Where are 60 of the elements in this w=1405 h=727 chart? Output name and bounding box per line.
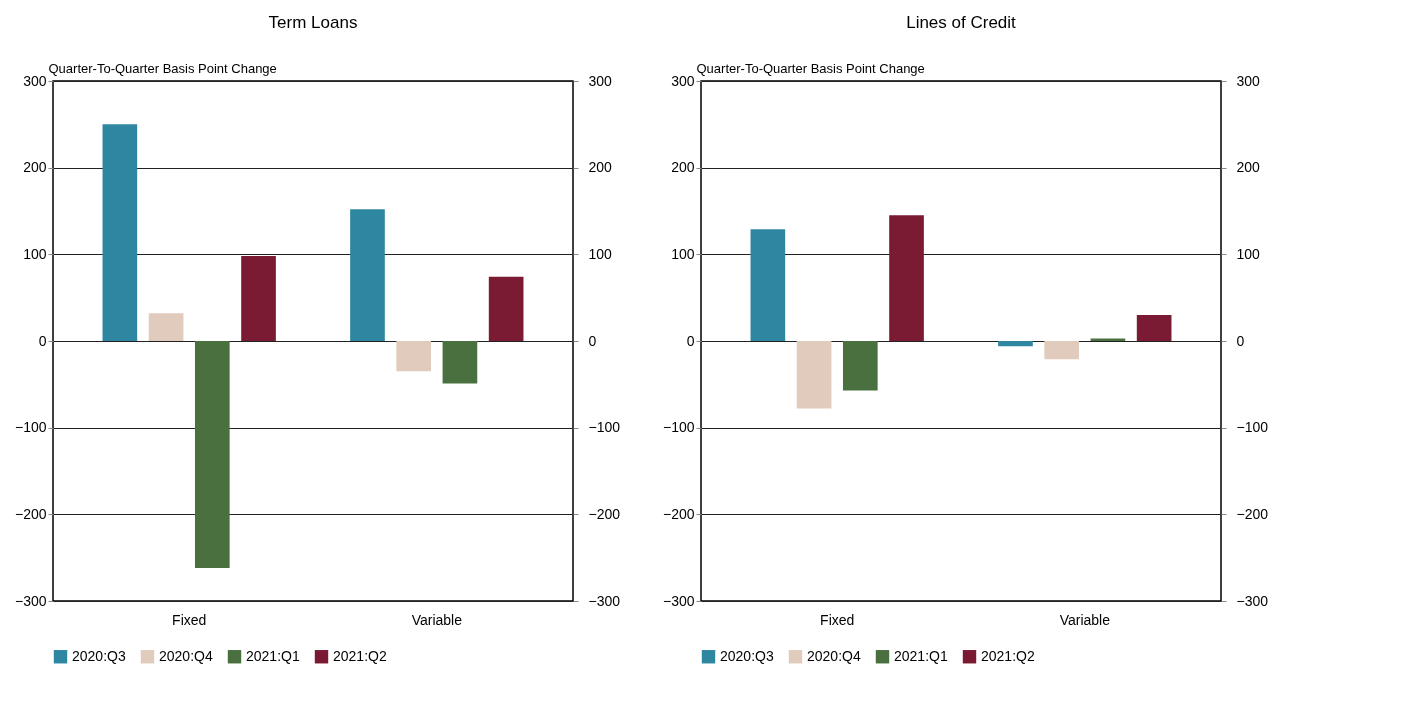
legend-label: 2021:Q2 <box>981 647 1035 664</box>
bar <box>750 229 786 341</box>
y-tick-label: −100 <box>14 419 47 436</box>
y2-tick-label: −100 <box>1236 419 1269 436</box>
y-tick-label: −300 <box>662 592 695 609</box>
legend-label: 2020:Q3 <box>72 647 126 664</box>
x-tick-label: Variable <box>411 611 463 628</box>
y-axis-title: Quarter-To-Quarter Basis Point Change <box>48 60 277 76</box>
bar <box>194 341 230 569</box>
legend-label: 2021:Q1 <box>894 647 948 664</box>
legend-label: 2020:Q3 <box>720 647 774 664</box>
y2-tick-label: −300 <box>588 592 621 609</box>
chart-title: Lines of Credit <box>906 13 1017 32</box>
y-tick-label: 100 <box>23 245 47 262</box>
bar <box>442 341 478 384</box>
bar <box>148 313 184 341</box>
y-tick-label: −200 <box>14 505 47 522</box>
y2-tick-label: 0 <box>588 332 597 349</box>
x-tick-label: Fixed <box>172 611 207 628</box>
y-axis-title: Quarter-To-Quarter Basis Point Change <box>696 60 925 76</box>
legend-label: 2020:Q4 <box>807 647 861 664</box>
bar <box>842 341 878 391</box>
bar <box>1136 315 1172 341</box>
y2-tick-label: 0 <box>1236 332 1245 349</box>
y2-tick-label: 300 <box>1236 72 1261 89</box>
bar <box>241 256 276 341</box>
bar <box>998 341 1033 347</box>
y2-tick-label: 200 <box>1236 159 1261 176</box>
bar <box>488 276 524 341</box>
y-tick-label: 0 <box>38 332 47 349</box>
bar <box>796 341 832 409</box>
y2-tick-label: 200 <box>588 159 613 176</box>
y-tick-label: −200 <box>662 505 695 522</box>
y2-tick-label: −300 <box>1236 592 1269 609</box>
y-tick-label: 200 <box>671 159 695 176</box>
bar <box>350 209 385 341</box>
y-tick-label: 200 <box>23 159 47 176</box>
y-tick-label: 300 <box>23 72 47 89</box>
legend-label: 2021:Q1 <box>246 647 300 664</box>
y-tick-label: −300 <box>14 592 47 609</box>
y-tick-label: 300 <box>671 72 695 89</box>
y-tick-label: 100 <box>671 245 695 262</box>
bar <box>396 341 432 372</box>
bar <box>1090 338 1126 341</box>
bar <box>102 124 138 341</box>
y2-tick-label: 100 <box>588 245 613 262</box>
bar <box>889 215 924 341</box>
y2-tick-label: 300 <box>588 72 613 89</box>
y2-tick-label: −200 <box>588 505 621 522</box>
y2-tick-label: −100 <box>588 419 621 436</box>
y2-tick-label: −200 <box>1236 505 1269 522</box>
legend-label: 2020:Q4 <box>159 647 213 664</box>
y-tick-label: −100 <box>662 419 695 436</box>
y-tick-label: 0 <box>686 332 695 349</box>
bar <box>1044 341 1080 360</box>
x-tick-label: Variable <box>1059 611 1111 628</box>
legend-label: 2021:Q2 <box>333 647 387 664</box>
x-tick-label: Fixed <box>820 611 855 628</box>
chart-title: Term Loans <box>268 13 358 32</box>
y2-tick-label: 100 <box>1236 245 1261 262</box>
